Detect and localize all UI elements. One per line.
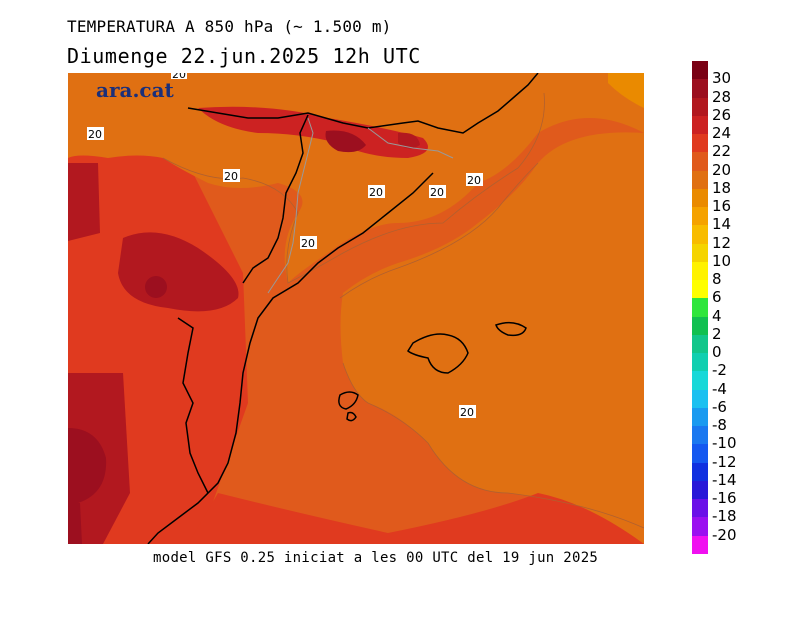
field-26-28-southwest bbox=[68, 428, 107, 503]
isotherm-20-south bbox=[342, 362, 644, 529]
legend-swatch bbox=[692, 517, 708, 536]
coastline-east bbox=[147, 172, 434, 544]
legend-swatch bbox=[692, 134, 708, 153]
border-andorra bbox=[367, 127, 454, 159]
contour-label-1: 20 bbox=[172, 73, 186, 81]
legend-label: 22 bbox=[712, 142, 732, 161]
field-18-20-east bbox=[340, 132, 644, 544]
legend-swatch bbox=[692, 426, 708, 445]
legend-label: 12 bbox=[712, 233, 732, 252]
legend-label: 14 bbox=[712, 215, 732, 234]
legend-swatch bbox=[692, 371, 708, 390]
legend-label: 16 bbox=[712, 197, 732, 216]
legend-label: -8 bbox=[712, 416, 727, 435]
legend-swatch bbox=[692, 225, 708, 244]
field-18-20-north bbox=[68, 73, 644, 283]
field-22-24-south bbox=[188, 493, 644, 544]
legend-swatch bbox=[692, 535, 708, 554]
contour-label-6: 20 bbox=[467, 174, 481, 187]
legend-label: -20 bbox=[712, 525, 737, 544]
legend-label: 24 bbox=[712, 124, 732, 143]
field-24-26-pyrenees bbox=[398, 132, 420, 149]
legend-label: -16 bbox=[712, 489, 737, 508]
legend-swatch bbox=[692, 152, 708, 171]
contour-label-bg-5 bbox=[429, 185, 446, 198]
legend-label: 18 bbox=[712, 178, 732, 197]
color-legend bbox=[692, 61, 708, 554]
legend-label: -4 bbox=[712, 379, 727, 398]
contour-label-8: 20 bbox=[460, 406, 474, 419]
island-formentera bbox=[346, 411, 357, 422]
legend-label: 10 bbox=[712, 251, 732, 270]
legend-label: 28 bbox=[712, 87, 732, 106]
border-inland bbox=[177, 317, 209, 494]
legend-label: -6 bbox=[712, 397, 727, 416]
legend-swatch bbox=[692, 480, 708, 499]
legend-swatch bbox=[692, 316, 708, 335]
legend-swatch bbox=[692, 334, 708, 353]
legend-label: -14 bbox=[712, 470, 737, 489]
legend-swatch bbox=[692, 353, 708, 372]
legend-label: -12 bbox=[712, 452, 737, 471]
contour-label-bg-7 bbox=[300, 236, 317, 249]
field-24-26-west bbox=[68, 163, 100, 241]
legend-swatch bbox=[692, 298, 708, 317]
contour-label-3: 20 bbox=[224, 170, 238, 183]
contour-label-7: 20 bbox=[301, 237, 315, 250]
legend-swatch bbox=[692, 97, 708, 116]
island-menorca bbox=[495, 321, 527, 337]
legend-swatch bbox=[692, 280, 708, 299]
field-26-28-south bbox=[68, 503, 82, 544]
contour-label-5: 20 bbox=[430, 186, 444, 199]
legend-label: 2 bbox=[712, 324, 722, 343]
legend-label: 20 bbox=[712, 160, 732, 179]
contour-label-bg-6 bbox=[466, 173, 483, 186]
model-caption: model GFS 0.25 iniciat a les 00 UTC del … bbox=[153, 550, 599, 566]
legend-swatch bbox=[692, 389, 708, 408]
legend-label: 0 bbox=[712, 343, 722, 362]
legend-label: -10 bbox=[712, 434, 737, 453]
temperature-field: 20 20 20 20 20 20 20 20 bbox=[68, 73, 644, 544]
isotherm-20-coast bbox=[339, 162, 539, 299]
legend-swatch bbox=[692, 444, 708, 463]
legend-label: 26 bbox=[712, 105, 732, 124]
legend-label: -18 bbox=[712, 507, 737, 526]
legend-label: 4 bbox=[712, 306, 722, 325]
map-subtitle: Diumenge 22.jun.2025 12h UTC bbox=[67, 44, 421, 68]
island-mallorca bbox=[407, 333, 469, 374]
legend-label: 8 bbox=[712, 270, 722, 289]
legend-swatch bbox=[692, 261, 708, 280]
ara-cat-logo: ara.cat bbox=[96, 78, 174, 102]
contour-label-4: 20 bbox=[369, 186, 383, 199]
legend-label: -2 bbox=[712, 361, 727, 380]
contour-label-bg-3 bbox=[223, 169, 240, 182]
legend-swatch bbox=[692, 207, 708, 226]
island-ibiza bbox=[338, 391, 359, 410]
contour-label-2: 20 bbox=[88, 128, 102, 141]
contour-label-bg-8 bbox=[459, 405, 476, 418]
legend-swatch bbox=[692, 79, 708, 98]
legend-label: 6 bbox=[712, 288, 722, 307]
legend-label: 30 bbox=[712, 69, 732, 88]
legend-swatch bbox=[692, 170, 708, 189]
legend-swatch bbox=[692, 407, 708, 426]
temperature-map[interactable]: 20 20 20 20 20 20 20 20 bbox=[68, 73, 644, 544]
border-aragon bbox=[242, 114, 309, 284]
legend-swatch bbox=[692, 462, 708, 481]
contour-label-bg-4 bbox=[368, 185, 385, 198]
legend-swatch bbox=[692, 115, 708, 134]
field-16-18-northeast bbox=[608, 73, 644, 108]
legend-swatch bbox=[692, 499, 708, 518]
legend-swatch bbox=[692, 243, 708, 262]
legend-swatch bbox=[692, 61, 708, 80]
legend-swatch bbox=[692, 188, 708, 207]
field-26-28-core bbox=[145, 276, 167, 298]
isotherm-20-north bbox=[162, 92, 545, 284]
border-france-spain bbox=[187, 73, 539, 134]
contour-label-bg-2 bbox=[87, 127, 104, 140]
field-26-28-pyrenees bbox=[325, 130, 366, 153]
map-title: TEMPERATURA A 850 hPa (~ 1.500 m) bbox=[67, 17, 392, 36]
contour-label-bg-1 bbox=[171, 73, 187, 79]
border-catalonia bbox=[267, 117, 314, 294]
